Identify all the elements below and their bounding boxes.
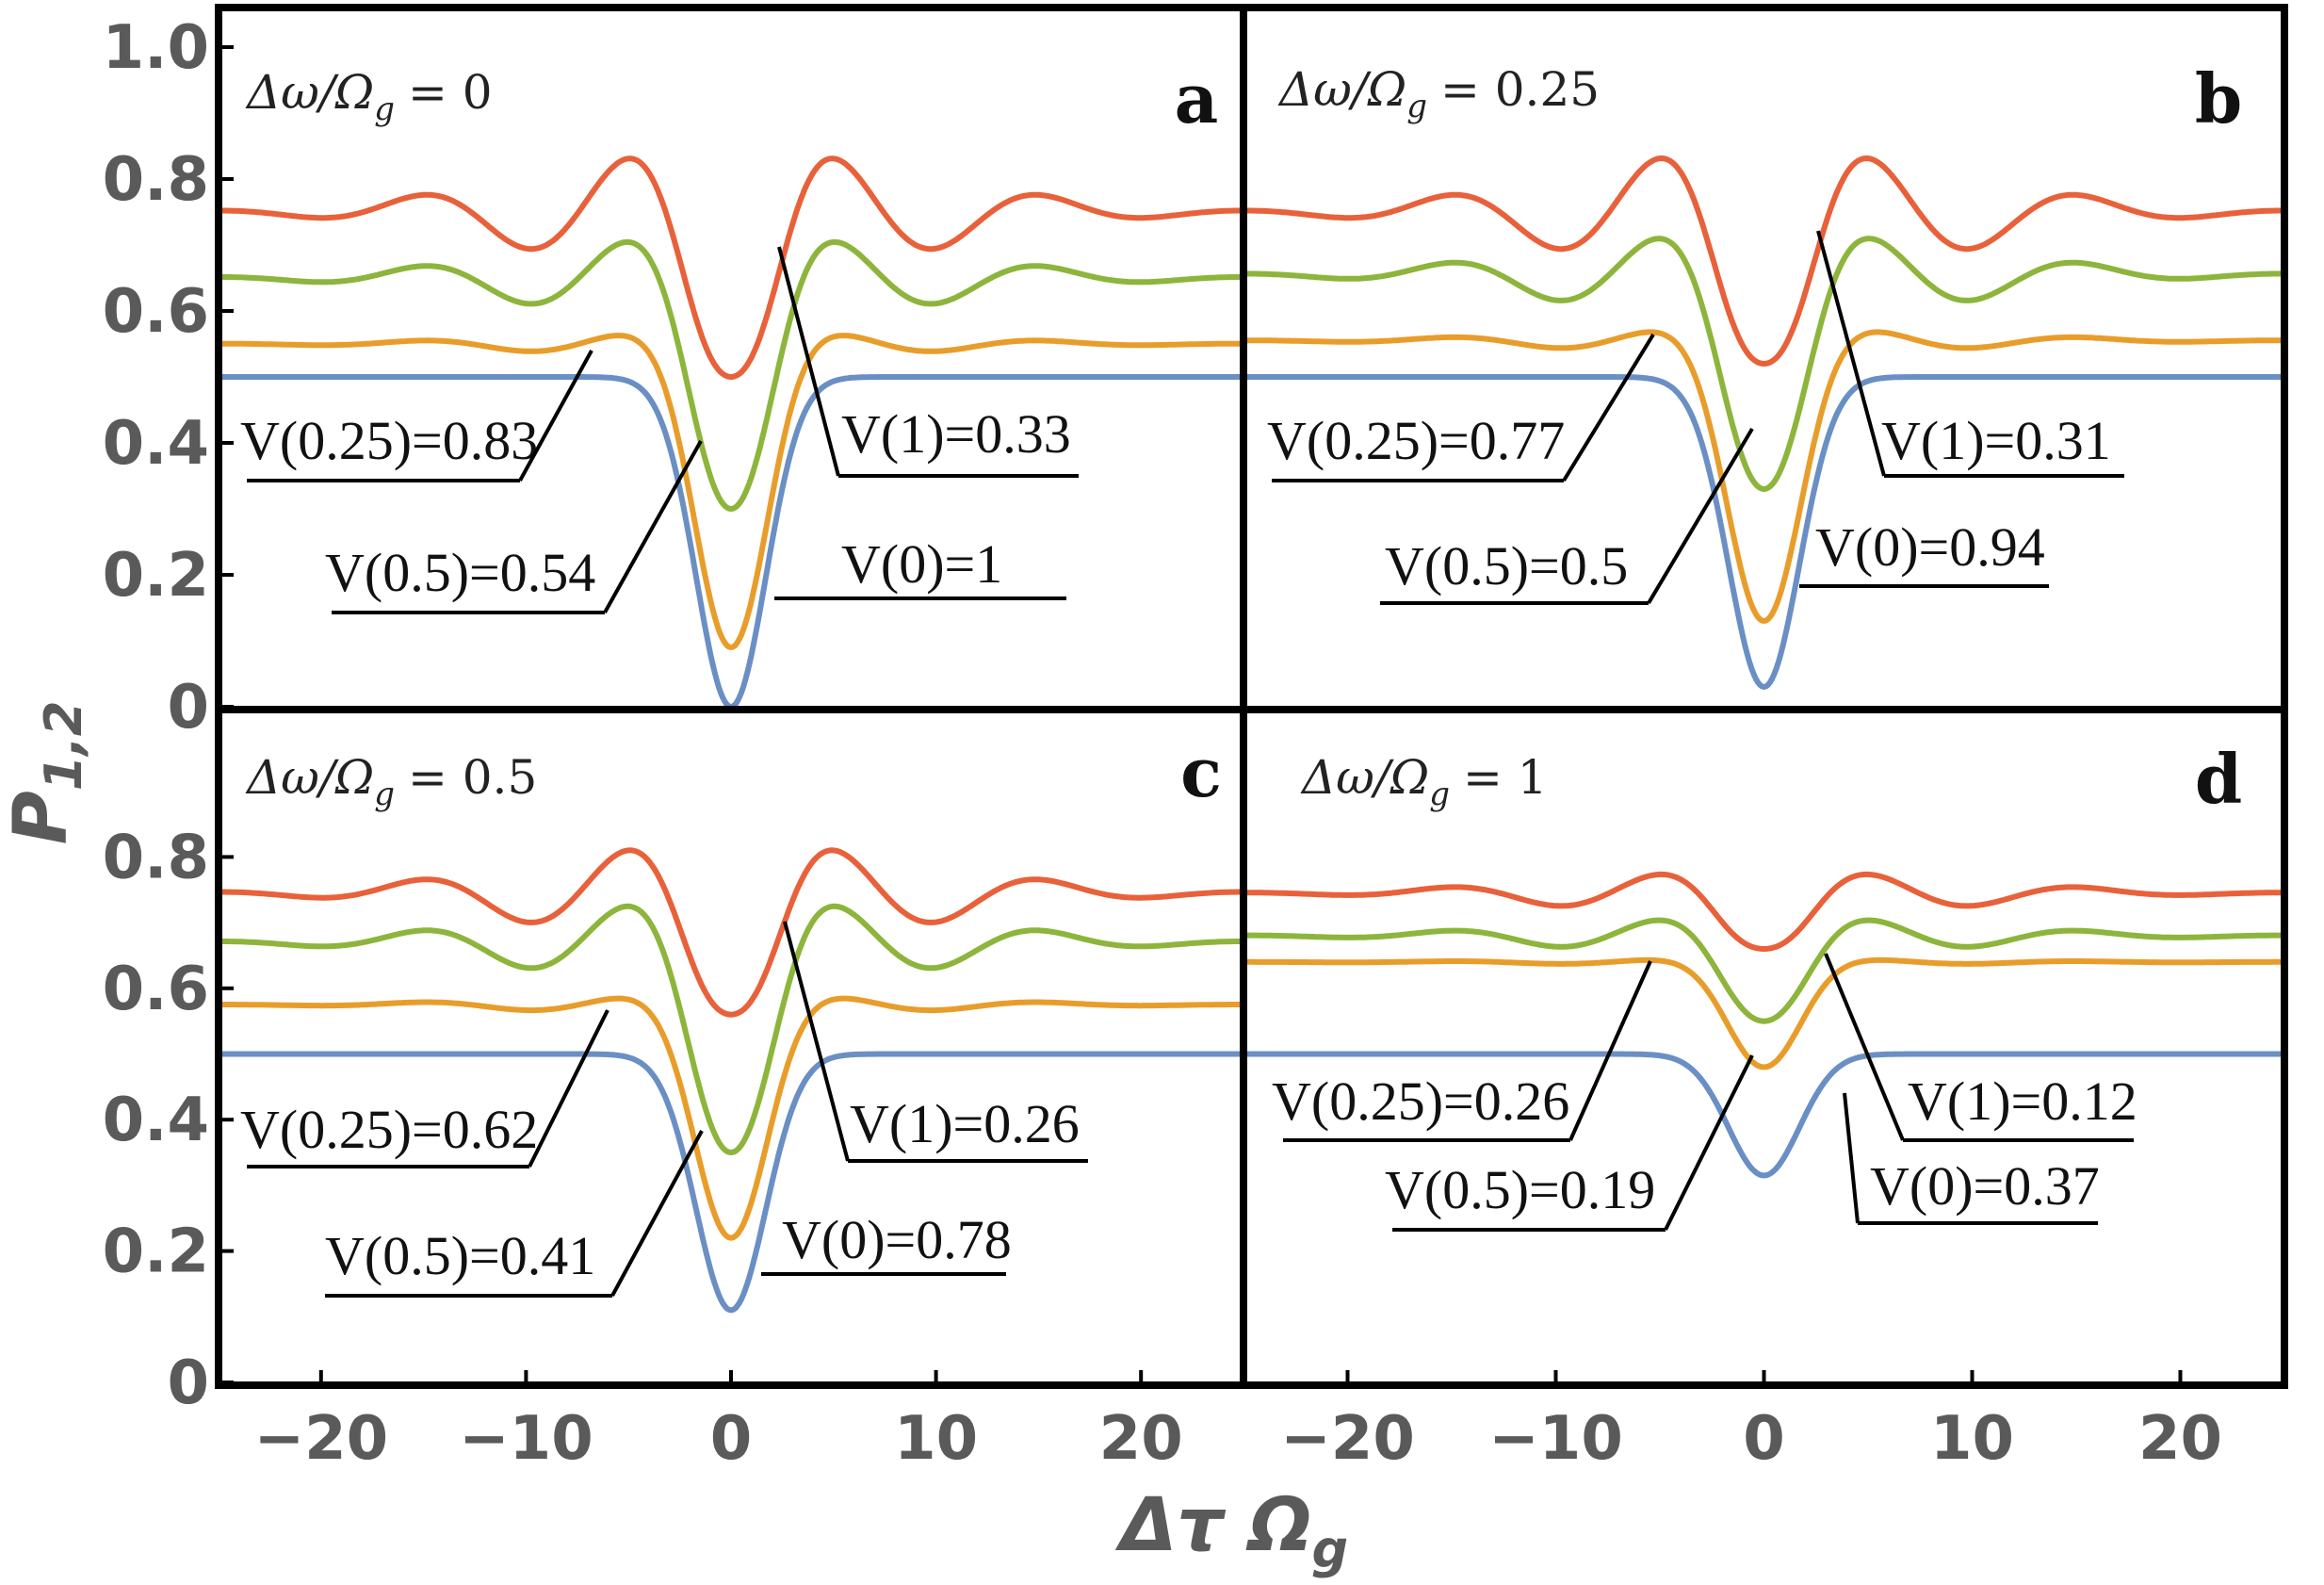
series-line-b-V0-5: [1243, 236, 2284, 492]
leader-line-a-0: [518, 350, 593, 482]
y-tick-label-c-1: 0.2: [103, 1217, 209, 1287]
visibility-label-a-3: V(0)=1: [841, 533, 1002, 595]
visibility-label-d-1: V(0.5)=0.19: [1385, 1159, 1655, 1220]
panel-frame-d: [1240, 706, 2288, 1389]
y-tick-label-a-5: 1.0: [103, 13, 209, 83]
series-line-c-V1: [219, 847, 1243, 1018]
visibility-label-a-2: V(1)=0.33: [841, 403, 1071, 465]
leader-line-d-3: [1843, 1092, 1860, 1224]
y-axis-title: P1,2: [0, 701, 93, 845]
x-tick-label-c-0: −20: [253, 1404, 388, 1474]
frames-layer: [215, 4, 2288, 1389]
series-line-b-V0: [1243, 374, 2284, 690]
visibility-label-a-0: V(0.25)=0.83: [240, 410, 538, 471]
x-tick-label-d-0: −20: [1280, 1404, 1415, 1474]
leader-line-c-0: [528, 1009, 609, 1168]
series-line-a-V1: [219, 155, 1243, 380]
leader-line-b-1: [1647, 427, 1754, 605]
visibility-label-a-1: V(0.5)=0.54: [325, 542, 595, 603]
series-line-a-V0-5: [219, 238, 1243, 512]
y-tick-label-a-0: 0: [167, 673, 209, 743]
series-line-d-V0: [1243, 1051, 2284, 1179]
y-tick-label-a-4: 0.8: [103, 145, 209, 215]
visibility-label-d-0: V(0.25)=0.26: [1272, 1070, 1569, 1132]
x-tick-label-c-3: 10: [894, 1404, 978, 1474]
leader-line-c-1: [610, 1130, 704, 1297]
panel-condition-d: Δω/Ωg = 1: [1300, 750, 1548, 813]
panel-letter-d: d: [2195, 739, 2242, 819]
series-line-c-V0: [219, 1051, 1243, 1314]
x-tick-label-c-1: −10: [459, 1404, 593, 1474]
leader-line-d-2: [1824, 953, 1905, 1141]
panel-condition-a: Δω/Ωg = 0: [245, 65, 493, 128]
series-line-b-V1: [1243, 155, 2284, 367]
panel-letter-b: b: [2195, 58, 2242, 139]
y-tick-label-c-4: 0.8: [103, 823, 209, 892]
visibility-label-c-2: V(1)=0.26: [850, 1093, 1080, 1154]
visibility-label-c-1: V(0.5)=0.41: [325, 1225, 595, 1286]
y-tick-label-a-1: 0.2: [103, 541, 209, 611]
leader-line-a-2: [777, 246, 840, 477]
visibility-label-c-3: V(0)=0.78: [782, 1209, 1012, 1270]
leader-line-a-1: [603, 440, 703, 613]
leader-line-d-0: [1568, 960, 1652, 1141]
panel-d: [1243, 871, 2284, 1179]
series-line-c-V0-25: [219, 995, 1243, 1241]
panel-condition-b: Δω/Ωg = 0.25: [1277, 62, 1600, 125]
x-axis-title: Δτ Ωg: [1114, 1483, 1348, 1579]
visibility-label-b-3: V(0)=0.94: [1815, 516, 2045, 578]
visibility-label-d-2: V(1)=0.12: [1908, 1070, 2137, 1132]
y-tick-label-a-3: 0.6: [103, 277, 209, 347]
series-line-a-V0-25: [219, 333, 1243, 650]
panel-condition-c: Δω/Ωg = 0.5: [245, 750, 537, 813]
y-tick-label-c-2: 0.4: [103, 1086, 209, 1155]
leader-line-c-2: [783, 921, 850, 1162]
leader-line-b-0: [1562, 333, 1655, 482]
x-tick-label-c-2: 0: [710, 1404, 753, 1474]
panel-letter-c: c: [1180, 732, 1222, 812]
series-line-c-V0-5: [219, 903, 1243, 1155]
visibility-label-b-1: V(0.5)=0.5: [1385, 535, 1628, 596]
leader-line-b-2: [1816, 230, 1886, 477]
labels-layer: a Δω/Ωg = 0 V(0.25)=0.83 V(0.5)=0.54 V(1)=0.3…: [240, 58, 2242, 1298]
x-tick-label-d-3: 10: [1930, 1404, 2014, 1474]
series-line-d-V0-5: [1243, 917, 2284, 1024]
x-tick-label-d-2: 0: [1743, 1404, 1785, 1474]
panel-b: [1243, 155, 2284, 690]
series-line-b-V0-25: [1243, 329, 2284, 624]
visibility-label-b-2: V(1)=0.31: [1881, 410, 2111, 471]
visibility-label-d-3: V(0)=0.37: [1870, 1155, 2100, 1217]
y-tick-label-a-2: 0.4: [103, 409, 209, 479]
panel-letter-a: a: [1175, 58, 1219, 139]
visibility-label-b-0: V(0.25)=0.77: [1267, 410, 1565, 471]
leader-line-d-1: [1664, 1054, 1754, 1231]
x-tick-label-d-4: 20: [2138, 1404, 2222, 1474]
y-tick-label-c-3: 0.6: [103, 955, 209, 1024]
series-line-d-V1: [1243, 871, 2284, 952]
visibility-label-c-0: V(0.25)=0.62: [240, 1099, 538, 1160]
axes-layer: 0 0.2 0.4 0.6 0.8 1.0 −20 −10 0 10 20 0 0.2 0.4 0.6 0.8…: [103, 13, 2222, 1474]
panel-c: [219, 847, 1243, 1314]
series-line-d-V0-25: [1243, 956, 2284, 1070]
x-tick-label-c-4: 20: [1099, 1404, 1183, 1474]
x-tick-label-d-1: −10: [1488, 1404, 1623, 1474]
y-tick-label-c-0: 0: [167, 1348, 209, 1418]
